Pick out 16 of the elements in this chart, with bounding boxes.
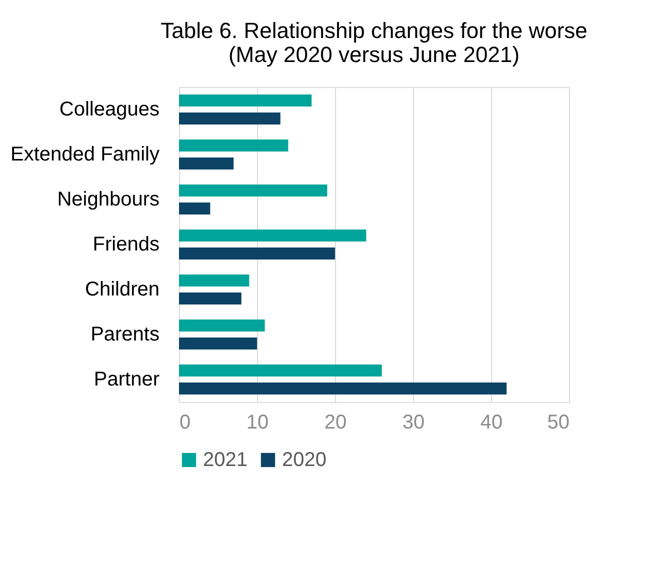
y-tick-label: Friends [92, 234, 160, 256]
x-tick-label: 30 [402, 412, 425, 434]
y-tick-label: Extended Family [10, 144, 160, 166]
legend-label: 2020 [282, 449, 326, 471]
y-tick-label: Children [85, 278, 160, 300]
x-tick-label: 10 [246, 412, 269, 434]
x-tick-label: 50 [547, 412, 570, 434]
legend-label: 2021 [203, 449, 248, 471]
chart-title: Table 6. Relationship changes for the worse (May 2020 versus June 2021) [160, 18, 588, 67]
x-tick-label: 0 [180, 412, 191, 434]
y-tick-label: Colleagues [59, 98, 160, 120]
x-tick-label: 40 [480, 412, 503, 434]
y-tick-label: Partner [94, 368, 160, 390]
y-tick-label: Parents [90, 324, 160, 346]
x-tick-label: 20 [324, 412, 347, 434]
y-tick-label: Neighbours [57, 188, 160, 210]
